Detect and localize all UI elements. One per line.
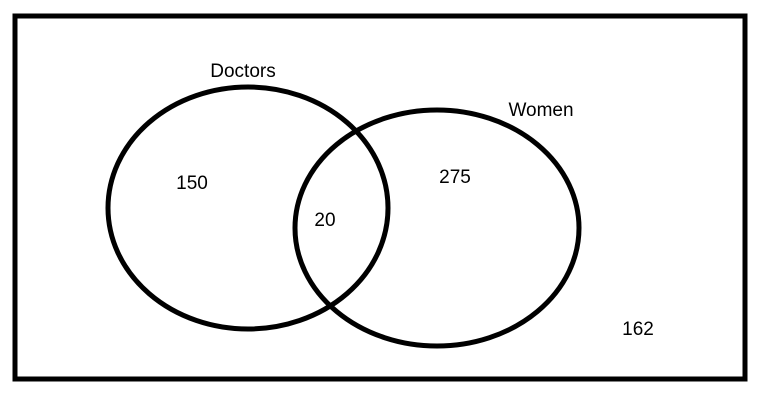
neither-count: 162 xyxy=(622,319,654,340)
women-set-label: Women xyxy=(508,100,573,121)
doctors-set-label: Doctors xyxy=(210,61,275,82)
women-circle xyxy=(292,107,582,349)
intersection-count: 20 xyxy=(314,210,335,231)
doctors-circle xyxy=(105,84,391,332)
women-only-count: 275 xyxy=(439,167,471,188)
doctors-only-count: 150 xyxy=(176,173,208,194)
universe-frame xyxy=(12,13,748,382)
